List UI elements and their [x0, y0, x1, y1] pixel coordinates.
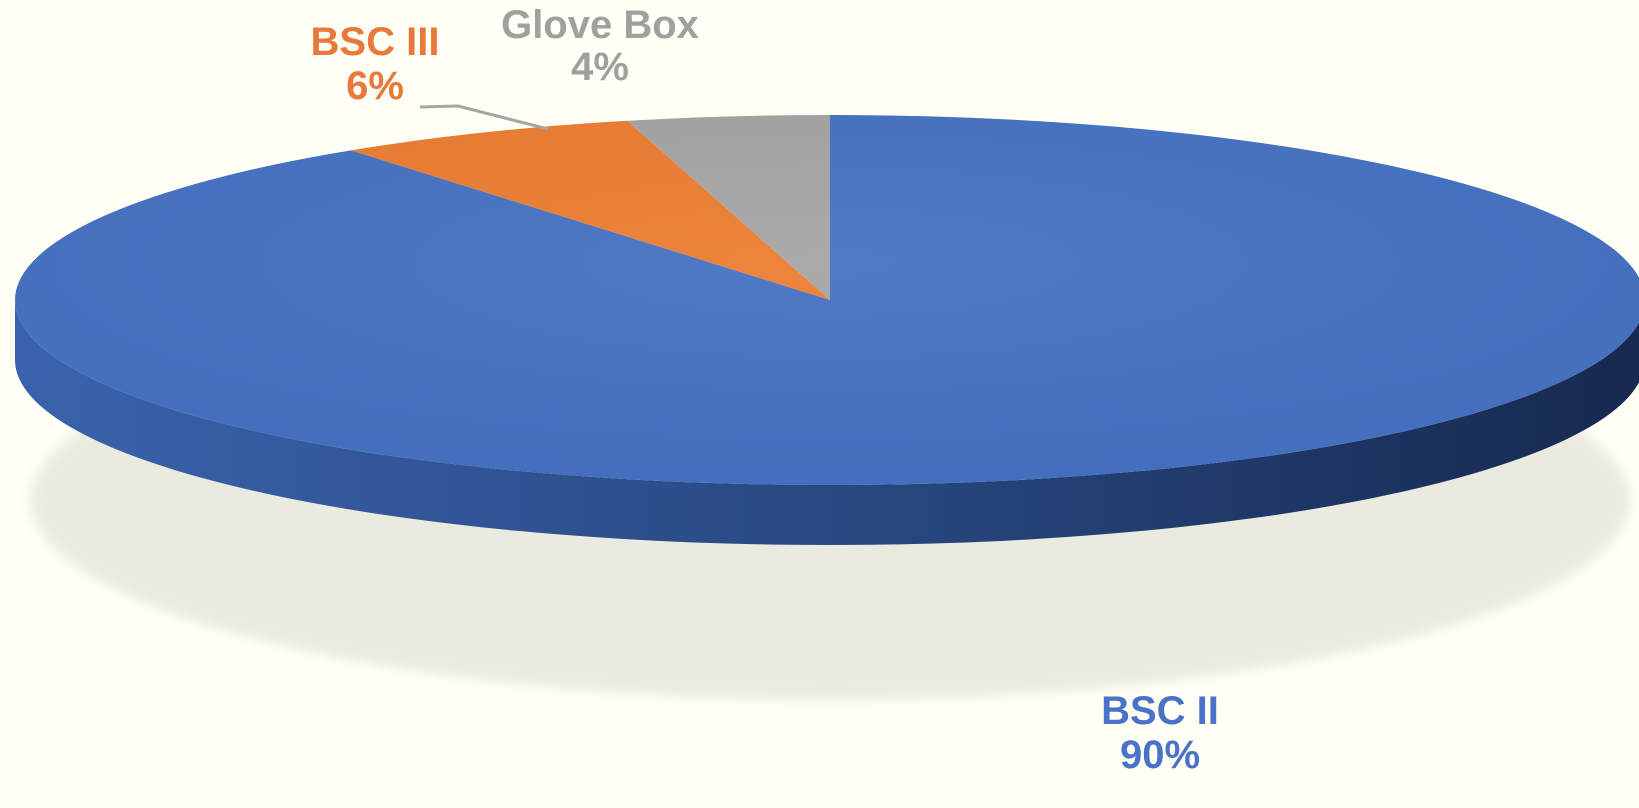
leader-lines: [419, 104, 549, 131]
pie-top-sheen: [15, 115, 1639, 485]
leader-line-bsc-iii: [419, 104, 549, 131]
slice-label-glove-box: Glove Box: [501, 3, 699, 47]
slice-value-bsc-ii: 90%: [1120, 733, 1200, 777]
slice-value-glove-box: 4%: [571, 45, 629, 89]
slice-label-bsc-iii: BSC III: [311, 20, 440, 64]
slice-label-bsc-ii: BSC II: [1101, 689, 1219, 733]
slice-value-bsc-iii: 6%: [346, 64, 404, 108]
pie-rim: [15, 300, 1639, 545]
